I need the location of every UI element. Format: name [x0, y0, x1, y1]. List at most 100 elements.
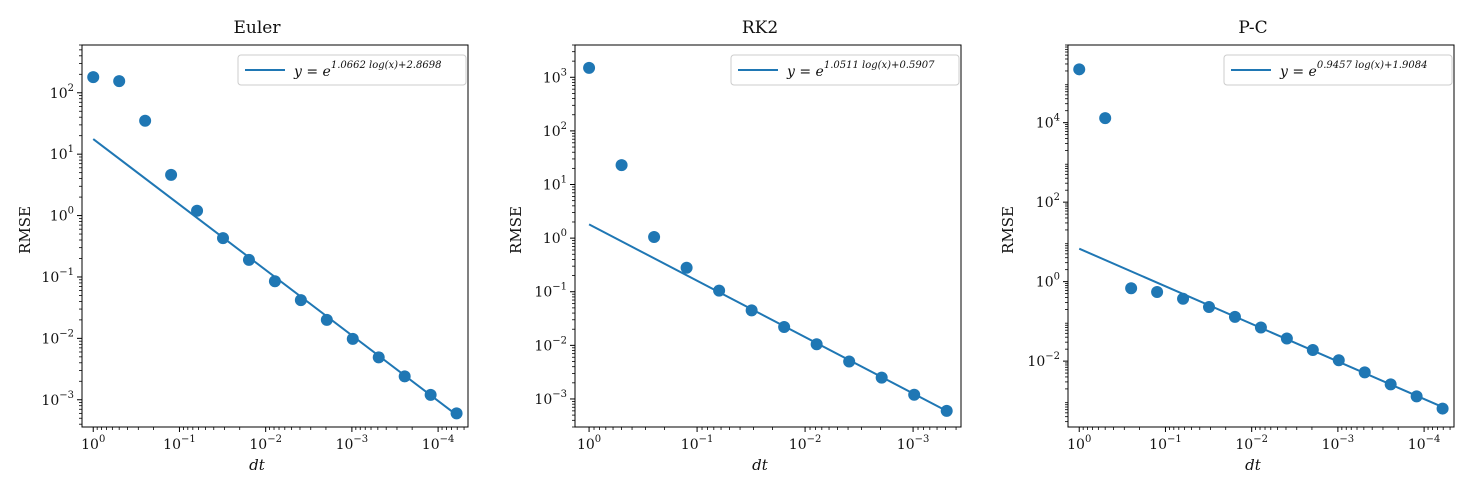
- euler-y-axis-label: RMSE: [16, 206, 34, 254]
- rk2-data-point: [745, 304, 758, 317]
- pc-y-tick-label: 104: [1036, 113, 1060, 132]
- pc-data-point: [1228, 310, 1241, 323]
- pc-legend-box: [1223, 54, 1453, 86]
- euler-data-point: [165, 168, 178, 181]
- rk2-data-point: [843, 355, 856, 368]
- euler-data-point: [398, 370, 411, 383]
- pc-x-tick-label: 10−4: [1408, 434, 1441, 453]
- rk2-y-tick-label: 102: [543, 121, 567, 140]
- rk2-y-tick-label: 101: [543, 175, 567, 194]
- rk2-data-point: [615, 159, 628, 172]
- euler-axes-frame: [81, 44, 469, 428]
- euler-x-tick-label: 10−2: [249, 434, 282, 453]
- euler-data-point: [191, 204, 204, 217]
- euler-data-point: [372, 351, 385, 364]
- euler-data-point: [139, 114, 152, 127]
- rk2-axes-frame: [574, 44, 962, 428]
- rk2-chart-panel: RK2 dt RMSE 100 10−1 10−2 10−310−310−210−11…: [507, 18, 962, 474]
- euler-data-point: [424, 388, 437, 401]
- euler-data-point: [87, 71, 100, 84]
- rk2-data-point: [648, 230, 661, 243]
- euler-data-point: [346, 332, 359, 345]
- rk2-data-point: [583, 61, 596, 74]
- pc-plot-area: 100 10−1 10−2 10−3 10−4 10−2 100 102 104: [1027, 44, 1455, 453]
- pc-x-tick-label: 10−2: [1235, 434, 1268, 453]
- pc-legend: y = e0.9457 log(x)+1.9084: [1223, 54, 1453, 86]
- pc-y-axis-label: RMSE: [999, 206, 1017, 254]
- euler-plot-area: 100 10−1 10−2 10−3 10−4 10−3 10−2 10−1 100 101 102: [41, 44, 469, 453]
- euler-x-tick-label: 10−4: [422, 434, 455, 453]
- euler-data-point: [450, 407, 463, 420]
- rk2-y-tick-label: 103: [543, 67, 567, 86]
- rk2-x-axis-label: dt: [752, 456, 769, 474]
- pc-data-point: [1099, 112, 1112, 125]
- euler-data-point: [217, 232, 230, 245]
- rk2-legend-label: y = e1.0511 log(x)+0.5907: [786, 60, 935, 80]
- rk2-data-point: [810, 338, 823, 351]
- pc-data-point: [1203, 301, 1216, 314]
- euler-legend-label: y = e1.0662 log(x)+2.8698: [293, 60, 441, 80]
- euler-data-point: [242, 253, 255, 266]
- pc-data-point: [1436, 402, 1449, 415]
- euler-x-tick-label: 10−3: [336, 434, 369, 453]
- rk2-data-point: [778, 320, 791, 333]
- rk2-data-point: [680, 261, 693, 274]
- rk2-data-point: [875, 371, 888, 384]
- rk2-y-tick-label: 100: [543, 228, 567, 247]
- pc-y-tick-label: 10−2: [1027, 351, 1060, 370]
- euler-y-tick-label: 101: [50, 144, 74, 163]
- pc-x-axis-label: dt: [1245, 456, 1262, 474]
- pc-legend-label: y = e0.9457 log(x)+1.9084: [1279, 60, 1427, 80]
- pc-x-tick-label: 10−3: [1322, 434, 1355, 453]
- euler-x-tick-label: 100: [81, 434, 105, 453]
- euler-legend: y = e1.0662 log(x)+2.8698: [237, 54, 467, 86]
- pc-data-point: [1177, 292, 1190, 305]
- rk2-x-tick-label: 10−3: [897, 434, 930, 453]
- rk2-y-tick-label: 10−2: [534, 335, 567, 354]
- euler-x-tick-label: 10−1: [163, 434, 196, 453]
- pc-data-point: [1125, 282, 1138, 295]
- euler-data-point: [113, 75, 126, 88]
- pc-y-tick-label: 100: [1036, 272, 1060, 291]
- pc-data-point: [1384, 378, 1397, 391]
- rk2-y-tick-label: 10−1: [534, 282, 567, 301]
- euler-data-point: [268, 275, 281, 288]
- euler-data-point: [320, 313, 333, 326]
- rk2-x-tick-label: 10−2: [789, 434, 822, 453]
- rk2-y-axis-label: RMSE: [507, 206, 525, 254]
- pc-axes-frame: [1067, 44, 1455, 428]
- euler-x-axis-label: dt: [249, 456, 266, 474]
- pc-data-point: [1306, 344, 1319, 357]
- euler-data-point: [294, 294, 307, 307]
- pc-data-point: [1254, 321, 1267, 334]
- pc-x-tick-label: 10−1: [1149, 434, 1182, 453]
- rk2-data-point: [908, 388, 921, 401]
- rk2-fit-line: [588, 223, 948, 412]
- rk2-chart-title: RK2: [742, 18, 778, 38]
- euler-chart-title: Euler: [234, 18, 282, 38]
- pc-y-tick-label: 102: [1036, 192, 1060, 211]
- pc-data-point: [1332, 354, 1345, 367]
- rk2-plot-area: 100 10−1 10−2 10−3 10−3 10−2 10−1 100 101 102 103: [534, 44, 962, 453]
- rk2-x-tick-label: 10−1: [681, 434, 714, 453]
- rk2-data-point: [940, 404, 953, 417]
- euler-y-tick-label: 102: [50, 83, 74, 102]
- pc-data-point: [1073, 63, 1086, 76]
- euler-y-tick-label: 10−3: [41, 390, 74, 409]
- pc-data-point: [1410, 390, 1423, 403]
- pc-chart-title: P-C: [1238, 18, 1267, 38]
- rk2-legend: y = e1.0511 log(x)+0.5907: [730, 54, 960, 86]
- rk2-x-tick-label: 100: [577, 434, 601, 453]
- rk2-y-tick-label: 10−3: [534, 389, 567, 408]
- pc-data-point: [1358, 366, 1371, 379]
- euler-y-tick-label: 10−1: [41, 267, 74, 286]
- euler-chart-panel: Euler dt RMSE 100 10−1 10−2 10−3 10−4 10−3 10−…: [16, 18, 469, 474]
- euler-legend-box: [237, 54, 467, 86]
- pc-data-point: [1280, 332, 1293, 345]
- pc-data-point: [1151, 285, 1164, 298]
- rk2-legend-box: [730, 54, 960, 86]
- euler-y-tick-label: 10−2: [41, 328, 74, 347]
- rk2-data-point: [713, 284, 726, 297]
- pc-x-tick-label: 100: [1067, 434, 1091, 453]
